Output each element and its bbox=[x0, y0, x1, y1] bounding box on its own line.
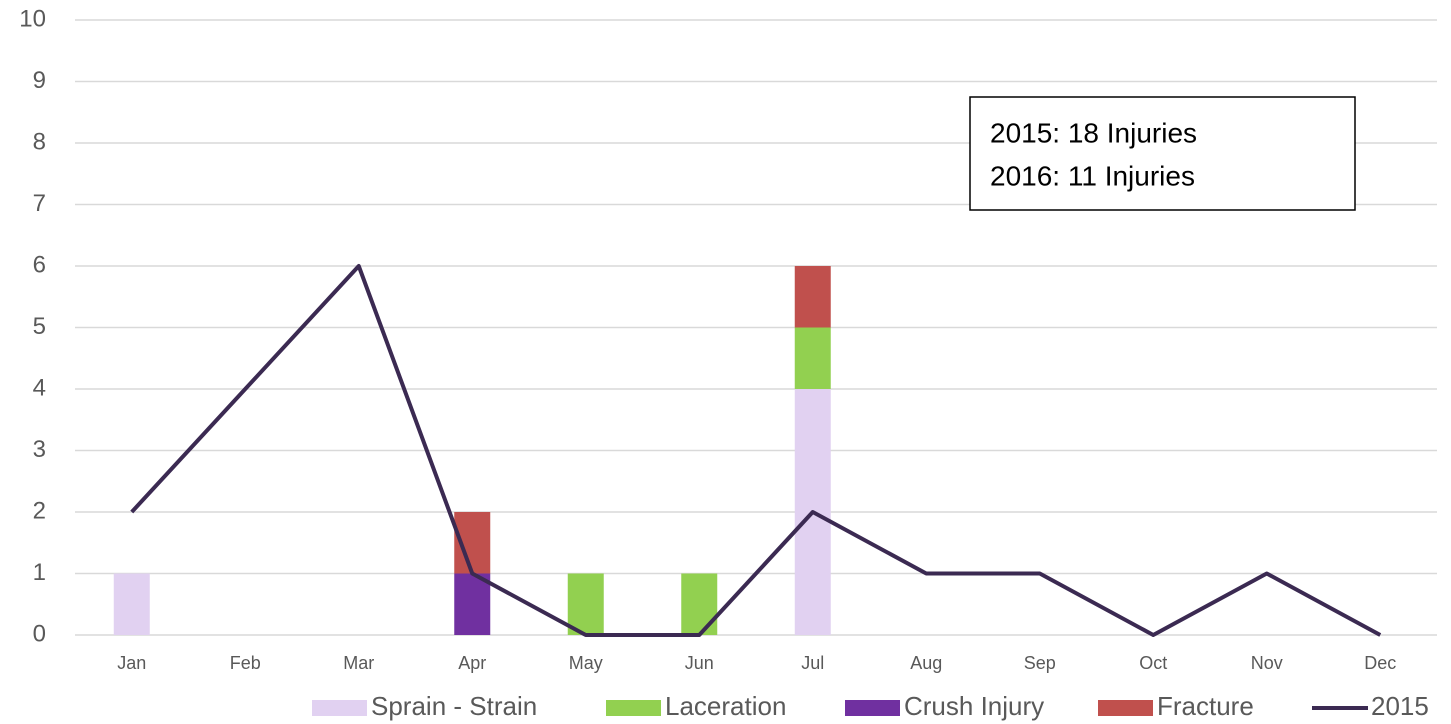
annotation-text: 2015: 18 Injuries bbox=[990, 117, 1197, 148]
y-tick-label: 1 bbox=[33, 559, 46, 586]
legend-label: 2015 bbox=[1371, 691, 1429, 721]
x-tick-label: Oct bbox=[1139, 653, 1167, 673]
x-tick-label: Nov bbox=[1251, 653, 1283, 673]
x-tick-label: Jan bbox=[117, 653, 146, 673]
x-tick-label: Sep bbox=[1024, 653, 1056, 673]
line bbox=[130, 264, 1382, 637]
y-tick-label: 0 bbox=[33, 620, 46, 647]
x-tick-label: May bbox=[569, 653, 603, 673]
x-tick-label: Feb bbox=[230, 653, 261, 673]
y-tick-label: 7 bbox=[33, 190, 46, 217]
x-tick-label: Jun bbox=[685, 653, 714, 673]
legend-swatch bbox=[1098, 700, 1153, 716]
y-tick-label: 8 bbox=[33, 128, 46, 155]
bar bbox=[794, 266, 831, 328]
bar bbox=[794, 327, 831, 389]
x-tick-label: Mar bbox=[343, 653, 374, 673]
annotation-text: 2016: 11 Injuries bbox=[990, 160, 1195, 191]
y-tick-label: 10 bbox=[19, 5, 46, 32]
bar bbox=[681, 573, 718, 635]
x-tick-label: Apr bbox=[458, 653, 486, 673]
legend-label: Laceration bbox=[665, 691, 786, 721]
x-tick-label: Jul bbox=[801, 653, 824, 673]
legend-swatch bbox=[845, 700, 900, 716]
legend-label: Crush Injury bbox=[904, 691, 1044, 721]
legend-swatch bbox=[606, 700, 661, 716]
legend-swatch bbox=[312, 700, 367, 716]
bar bbox=[113, 573, 150, 635]
bar bbox=[454, 573, 491, 635]
legend-label: Sprain - Strain bbox=[371, 691, 537, 721]
y-tick-label: 5 bbox=[33, 313, 46, 340]
y-tick-label: 9 bbox=[33, 67, 46, 94]
bar bbox=[567, 573, 604, 635]
annotation-box bbox=[969, 96, 1356, 211]
y-tick-label: 3 bbox=[33, 436, 46, 463]
x-tick-label: Aug bbox=[910, 653, 942, 673]
y-tick-label: 4 bbox=[33, 374, 46, 401]
y-tick-label: 6 bbox=[33, 251, 46, 278]
x-tick-label: Dec bbox=[1364, 653, 1396, 673]
y-tick-label: 2 bbox=[33, 497, 46, 524]
legend-label: Fracture bbox=[1157, 691, 1254, 721]
